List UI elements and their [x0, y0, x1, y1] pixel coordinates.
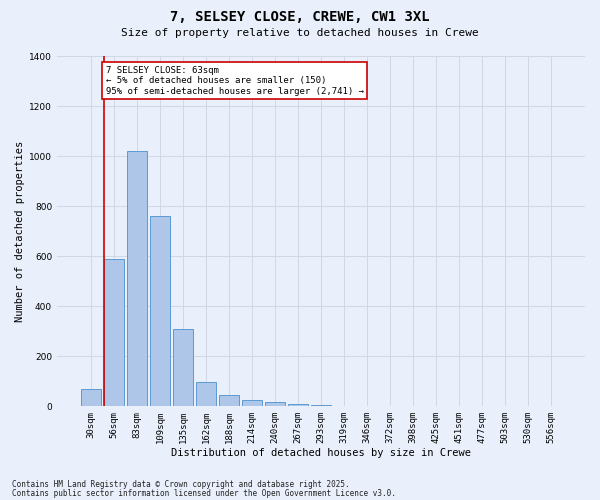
Bar [288, 404, 308, 406]
Bar [104, 258, 124, 406]
Text: 7 SELSEY CLOSE: 63sqm
← 5% of detached houses are smaller (150)
95% of semi-deta: 7 SELSEY CLOSE: 63sqm ← 5% of detached h… [106, 66, 364, 96]
X-axis label: Distribution of detached houses by size in Crewe: Distribution of detached houses by size … [171, 448, 471, 458]
Bar [242, 400, 262, 406]
Bar [173, 328, 193, 406]
Text: 7, SELSEY CLOSE, CREWE, CW1 3XL: 7, SELSEY CLOSE, CREWE, CW1 3XL [170, 10, 430, 24]
Bar [127, 151, 146, 406]
Bar [196, 382, 215, 406]
Bar [219, 395, 239, 406]
Bar [81, 388, 101, 406]
Bar [311, 405, 331, 406]
Y-axis label: Number of detached properties: Number of detached properties [15, 140, 25, 322]
Text: Contains public sector information licensed under the Open Government Licence v3: Contains public sector information licen… [12, 489, 396, 498]
Text: Size of property relative to detached houses in Crewe: Size of property relative to detached ho… [121, 28, 479, 38]
Bar [265, 402, 285, 406]
Text: Contains HM Land Registry data © Crown copyright and database right 2025.: Contains HM Land Registry data © Crown c… [12, 480, 350, 489]
Bar [150, 216, 170, 406]
